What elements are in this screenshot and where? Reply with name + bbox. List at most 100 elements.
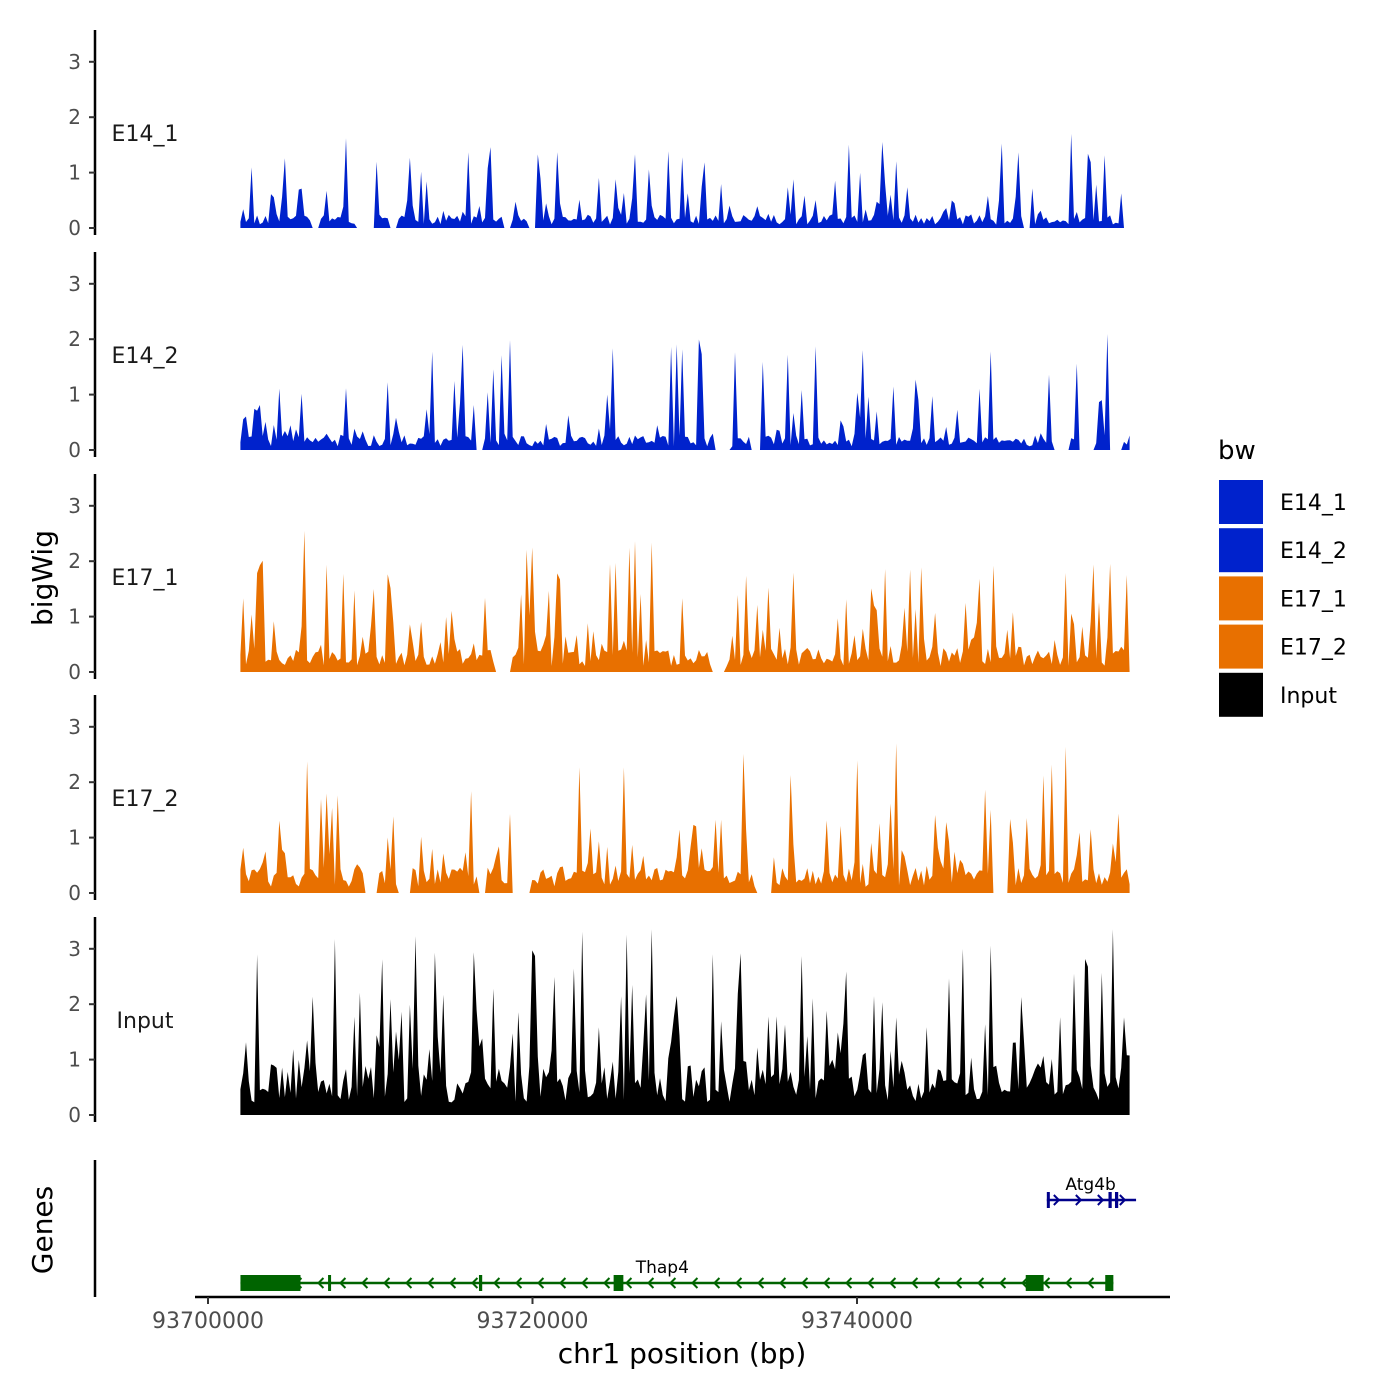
track-label: Input — [117, 1009, 174, 1034]
legend-label: E14_1 — [1280, 491, 1347, 516]
gene-exon — [613, 1275, 624, 1291]
signal-area-E17_1 — [240, 530, 1130, 672]
strand-arrow — [999, 1277, 1007, 1289]
track-Input: 0 1 2 3 Input — [68, 917, 1130, 1127]
y-tick-label: 3 — [68, 494, 81, 518]
signal-area-Input — [240, 929, 1130, 1115]
strand-arrow — [1043, 1277, 1051, 1289]
legend-swatch-E17_1 — [1219, 576, 1263, 621]
strand-arrow — [867, 1277, 875, 1289]
track-label: E14_1 — [112, 122, 179, 147]
y-tick-label: 0 — [68, 438, 81, 462]
strand-arrow — [713, 1277, 721, 1289]
strand-arrow — [317, 1277, 325, 1289]
y-axis-title: bigWig — [26, 530, 59, 626]
genes-axis-title: Genes — [26, 1186, 59, 1274]
y-tick-label: 0 — [68, 216, 81, 240]
track-E17_2: 0 1 2 3 E17_2 — [68, 695, 1130, 905]
strand-arrow — [537, 1277, 545, 1289]
y-tick-label: 2 — [68, 770, 81, 794]
track-E14_1: 0 1 2 3 E14_1 — [68, 30, 1130, 240]
x-tick-label: 93740000 — [801, 1309, 913, 1334]
strand-arrow — [603, 1277, 611, 1289]
strand-arrow — [1119, 1194, 1127, 1206]
strand-arrow — [405, 1277, 413, 1289]
signal-area-E14_1 — [240, 133, 1130, 228]
strand-arrow — [1097, 1194, 1105, 1206]
y-tick-label: 0 — [68, 881, 81, 905]
gene-exon — [1046, 1192, 1050, 1208]
track-E17_1: 0 1 2 3 E17_1 — [68, 474, 1130, 684]
strand-arrow — [625, 1277, 633, 1289]
gene-Atg4b: Atg4b — [1046, 1175, 1137, 1208]
gene-label: Thap4 — [635, 1258, 689, 1278]
y-tick-label: 0 — [68, 660, 81, 684]
strand-arrow — [427, 1277, 435, 1289]
strand-arrow — [647, 1277, 655, 1289]
gene-exon — [1114, 1192, 1119, 1208]
legend-title: bw — [1218, 436, 1256, 466]
strand-arrow — [669, 1277, 677, 1289]
x-axis: 93700000 93720000 93740000 — [152, 1295, 1170, 1334]
track-label: E14_2 — [112, 344, 179, 369]
legend-label: E14_2 — [1280, 539, 1347, 564]
y-tick-label: 1 — [68, 161, 81, 185]
genes-panel: Thap4 Atg4b — [93, 1160, 1137, 1297]
strand-arrow — [735, 1277, 743, 1289]
strand-arrow — [449, 1277, 457, 1289]
strand-arrow — [911, 1277, 919, 1289]
strand-arrow — [493, 1277, 501, 1289]
gene-label: Atg4b — [1065, 1175, 1115, 1195]
y-tick-label: 3 — [68, 272, 81, 296]
y-tick-label: 3 — [68, 937, 81, 961]
strand-arrow — [361, 1277, 369, 1289]
strand-arrow — [977, 1277, 985, 1289]
gene-exon — [1025, 1275, 1044, 1291]
x-axis-title: chr1 position (bp) — [558, 1337, 807, 1370]
y-tick-label: 3 — [68, 715, 81, 739]
strand-arrow — [823, 1277, 831, 1289]
strand-arrow — [1053, 1194, 1061, 1206]
strand-arrow — [845, 1277, 853, 1289]
signal-area-E14_2 — [240, 334, 1130, 450]
legend-label: E17_1 — [1280, 587, 1347, 612]
legend-label: Input — [1280, 684, 1337, 709]
y-tick-label: 1 — [68, 383, 81, 407]
y-tick-label: 2 — [68, 105, 81, 129]
strand-arrow — [559, 1277, 567, 1289]
gene-exon — [328, 1275, 332, 1291]
strand-arrow — [471, 1277, 479, 1289]
gene-exon — [1108, 1192, 1112, 1208]
legend-label: E17_2 — [1280, 636, 1347, 661]
y-tick-label: 2 — [68, 549, 81, 573]
track-label: E17_1 — [112, 566, 179, 591]
track-label: E17_2 — [112, 787, 179, 812]
x-tick-label: 93720000 — [477, 1309, 589, 1334]
y-tick-label: 3 — [68, 50, 81, 74]
y-tick-label: 0 — [68, 1103, 81, 1127]
y-tick-label: 1 — [68, 605, 81, 629]
x-tick-label: 93700000 — [152, 1309, 264, 1334]
strand-arrow — [581, 1277, 589, 1289]
signal-tracks: 0 1 2 3 E14_1 0 1 2 3 E14_2 0 1 2 3 E17_1 0 1 2 3 E17_2 0 1 2 3… — [68, 30, 1130, 1127]
legend: bw E14_1 E14_2 E17_1 E17_2 Input — [1218, 436, 1347, 717]
gene-exon — [478, 1275, 483, 1291]
strand-arrow — [1087, 1277, 1095, 1289]
strand-arrow — [339, 1277, 347, 1289]
legend-swatch-Input — [1219, 672, 1263, 717]
track-E14_2: 0 1 2 3 E14_2 — [68, 252, 1130, 462]
gene-Thap4: Thap4 — [240, 1258, 1114, 1291]
strand-arrow — [1065, 1277, 1073, 1289]
legend-swatch-E14_1 — [1219, 480, 1263, 524]
y-tick-label: 1 — [68, 1048, 81, 1072]
strand-arrow — [955, 1277, 963, 1289]
legend-swatch-E14_2 — [1219, 528, 1263, 573]
y-tick-label: 1 — [68, 826, 81, 850]
strand-arrow — [691, 1277, 699, 1289]
strand-arrow — [1075, 1194, 1083, 1206]
strand-arrow — [383, 1277, 391, 1289]
y-tick-label: 2 — [68, 327, 81, 351]
strand-arrow — [801, 1277, 809, 1289]
y-tick-label: 2 — [68, 992, 81, 1016]
